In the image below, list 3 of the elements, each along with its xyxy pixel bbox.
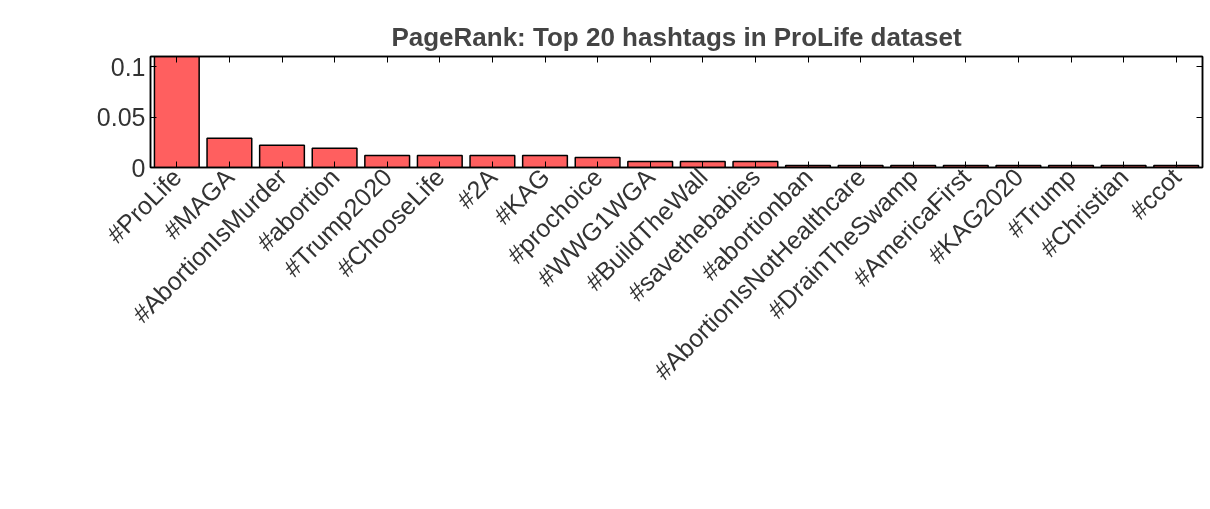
y-tick-label: 0.05 xyxy=(96,103,146,132)
chart-title: PageRank: Top 20 hashtags in ProLife dataset xyxy=(391,21,962,52)
y-tick-label: 0.1 xyxy=(110,52,146,81)
